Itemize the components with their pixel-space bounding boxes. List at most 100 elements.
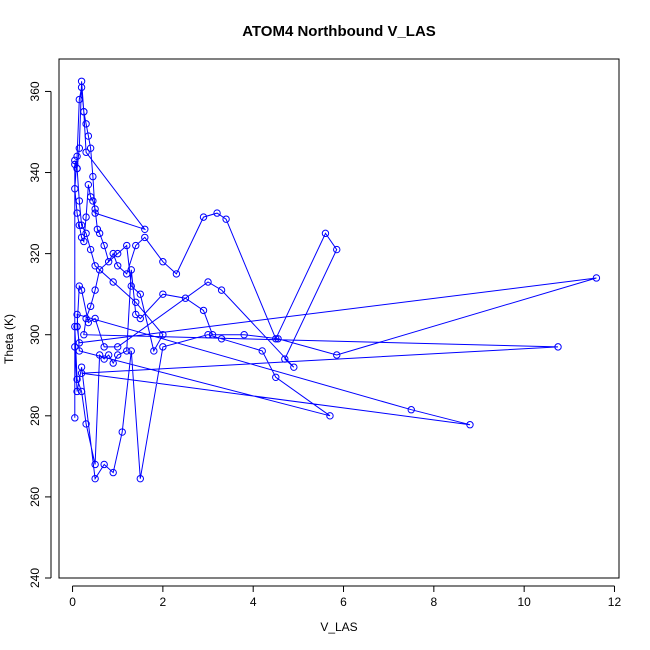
data-point [71, 343, 79, 351]
data-point [114, 262, 122, 270]
data-point [86, 193, 95, 201]
data-point [159, 343, 167, 351]
data-point [93, 225, 102, 233]
data-point [326, 412, 334, 420]
data-point [82, 314, 90, 323]
data-point [123, 347, 131, 355]
data-point [204, 331, 212, 339]
data-point [73, 164, 81, 173]
x-tick-label-6: 12 [608, 595, 622, 609]
data-point [132, 310, 140, 319]
data-point [159, 331, 167, 339]
data-point [75, 339, 84, 347]
data-point [272, 335, 280, 343]
data-point [281, 355, 289, 363]
data-point [75, 282, 84, 290]
data-point [75, 95, 84, 104]
data-point [258, 347, 266, 355]
data-point [272, 373, 280, 381]
y-tick-label-0: 240 [28, 568, 42, 588]
series-line-0 [74, 81, 597, 481]
data-point [217, 286, 226, 294]
x-tick-label-5: 10 [517, 595, 531, 609]
data-point [132, 241, 140, 250]
data-point [136, 314, 144, 323]
data-point [91, 474, 99, 483]
data-point [77, 221, 86, 229]
y-axis: 240 260 280 300 320 340 360 [28, 81, 52, 588]
data-point [321, 229, 330, 238]
data-point [91, 460, 99, 469]
data-point [82, 229, 90, 238]
y-axis-label: Theta (K) [2, 314, 16, 364]
data-point [407, 406, 415, 414]
data-point [75, 221, 84, 229]
data-point [208, 331, 217, 339]
data-point [213, 209, 221, 217]
data-point [100, 241, 108, 250]
data-point [100, 343, 108, 351]
data-point [86, 144, 95, 152]
y-tick-label-3: 300 [28, 324, 42, 344]
data-point [109, 249, 117, 258]
data-point [86, 302, 95, 311]
x-tick-label-2: 4 [250, 595, 257, 609]
y-tick-label-4: 320 [28, 243, 42, 263]
data-point [199, 306, 208, 315]
data-point [114, 351, 122, 359]
data-point [82, 120, 90, 128]
data-point [159, 258, 167, 266]
data-point [240, 331, 248, 339]
x-tick-label-4: 8 [430, 595, 437, 609]
data-point [95, 229, 104, 238]
data-point [217, 335, 226, 343]
data-point [592, 274, 601, 282]
data-point [123, 241, 131, 250]
x-tick-label-1: 2 [160, 595, 167, 609]
data-point [91, 262, 99, 270]
data-point [73, 152, 81, 161]
data-point [136, 474, 144, 483]
data-point [77, 369, 86, 377]
data-point [109, 468, 117, 477]
data-point [123, 270, 131, 278]
data-point [222, 215, 230, 223]
y-tick-label-5: 340 [28, 162, 42, 182]
data-point [274, 335, 282, 343]
data-point [100, 355, 108, 363]
data-point [73, 375, 81, 384]
data-point [84, 318, 93, 327]
data-point [141, 233, 149, 242]
data-point [100, 460, 108, 469]
data-point [109, 278, 117, 286]
series-layer [71, 77, 601, 483]
data-point [73, 322, 81, 331]
data-point [91, 314, 99, 323]
data-point [77, 233, 86, 242]
data-point [114, 249, 122, 258]
y-tick-label-6: 360 [28, 81, 42, 101]
data-point [82, 148, 90, 156]
data-point [127, 282, 135, 290]
data-point [77, 83, 86, 92]
data-point [554, 343, 562, 351]
data-point [333, 245, 341, 254]
data-point [89, 172, 97, 181]
data-point [141, 225, 149, 233]
data-point [80, 108, 88, 116]
data-point [80, 237, 88, 246]
data-point [71, 156, 79, 165]
data-point [199, 213, 208, 221]
data-point [84, 180, 93, 189]
data-point [80, 331, 88, 339]
data-point [109, 359, 117, 367]
x-tick-label-3: 6 [340, 595, 347, 609]
data-point [82, 420, 90, 428]
data-point [71, 160, 79, 169]
data-point [150, 347, 158, 355]
data-point [181, 294, 190, 302]
data-point [91, 205, 99, 213]
y-tick-label-1: 260 [28, 487, 42, 507]
data-point [204, 278, 212, 286]
